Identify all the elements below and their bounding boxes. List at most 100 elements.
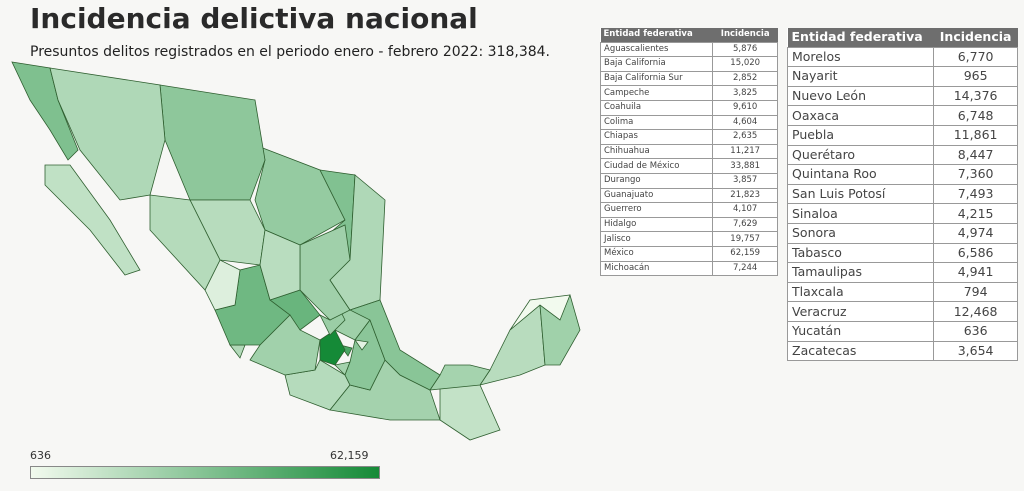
table-row: Tamaulipas 4,941 (786, 262, 1018, 283)
page-title: Incidencia delictiva nacional (30, 2, 478, 35)
legend-max-label: 62,159 (330, 449, 369, 462)
incidence-value: 11,217 (712, 143, 778, 160)
table-row: Hidalgo 7,629 (599, 216, 778, 233)
incidence-value: 7,360 (933, 164, 1018, 185)
incidence-value: 4,941 (933, 262, 1018, 283)
state-name: Yucatán (786, 320, 935, 342)
table-row: Baja California 15,020 (599, 56, 778, 72)
state-name: Sinaloa (786, 203, 935, 224)
table-row: Quintana Roo 7,360 (786, 164, 1018, 185)
table-row: San Luis Potosí 7,493 (786, 183, 1018, 205)
state-region-tlaxcala (354, 339, 369, 351)
table-row: Chihuahua 11,217 (599, 143, 778, 160)
state-name: Tlaxcala (786, 281, 935, 303)
incidence-value: 6,770 (933, 46, 1018, 68)
col-header-state: Entidad federativa (600, 28, 713, 43)
col-header-incidence: Incidencia (933, 28, 1018, 48)
incidence-value: 33,881 (712, 158, 778, 174)
state-region-tabasco (429, 364, 491, 391)
table-row: Jalisco 19,757 (599, 231, 778, 247)
table-row: Baja California Sur 2,852 (599, 70, 778, 87)
state-region-coahuila (253, 144, 346, 246)
state-region-yucatan (509, 294, 571, 331)
state-name: San Luis Potosí (786, 183, 935, 205)
table-row: Oaxaca 6,748 (786, 105, 1018, 126)
incidence-value: 7,493 (933, 183, 1018, 205)
incidence-value: 11,861 (933, 124, 1018, 146)
state-region-zacatecas (259, 229, 301, 301)
state-name: Tabasco (786, 242, 935, 264)
table-row: Tabasco 6,586 (786, 242, 1018, 264)
incidence-value: 12,468 (933, 301, 1018, 322)
incidence-value: 9,610 (712, 99, 778, 116)
legend-min-label: 636 (30, 449, 51, 462)
state-name: Chihuahua (599, 143, 714, 160)
incidence-value: 4,974 (933, 222, 1018, 244)
incidence-value: 794 (933, 281, 1018, 303)
incidence-value: 7,244 (712, 260, 778, 277)
state-name: Jalisco (599, 231, 714, 247)
state-region-baja-california-sur (44, 164, 141, 276)
state-region-sinaloa (149, 194, 221, 291)
table-row: Guerrero 4,107 (599, 202, 778, 218)
table-row: Yucatán 636 (786, 320, 1018, 342)
state-region-mexico (319, 329, 346, 366)
incidence-value: 6,586 (933, 242, 1018, 264)
incidence-value: 7,629 (712, 216, 778, 233)
state-name: Guerrero (599, 202, 714, 218)
incidence-value: 3,857 (712, 172, 778, 189)
state-name: Ciudad de México (599, 158, 714, 174)
state-name: Quintana Roo (786, 164, 935, 185)
state-region-veracruz (348, 299, 441, 391)
state-name: Zacatecas (786, 340, 935, 362)
col-header-incidence: Incidencia (712, 28, 778, 43)
table-row: Coahuila 9,610 (599, 99, 778, 116)
state-name: Nayarit (786, 66, 935, 87)
incidence-value: 21,823 (712, 187, 778, 204)
incidence-value: 15,020 (712, 56, 778, 72)
table-row: Veracruz 12,468 (786, 301, 1018, 322)
table-row: México 62,159 (599, 245, 778, 262)
state-name: Aguascalientes (599, 41, 714, 58)
incidence-value: 6,748 (933, 105, 1018, 126)
state-name: México (599, 245, 714, 262)
incidence-table-1: Entidad federativa Incidencia Aguascalien… (599, 28, 778, 277)
state-region-colima (229, 344, 246, 359)
table-row: Nuevo León 14,376 (786, 85, 1018, 107)
state-name: Veracruz (786, 301, 935, 322)
incidence-value: 14,376 (933, 85, 1018, 107)
table-row: Puebla 11,861 (786, 124, 1018, 146)
state-name: Tamaulipas (786, 262, 935, 283)
col-header-state: Entidad federativa (787, 28, 934, 48)
table-row: Guanajuato 21,823 (599, 187, 778, 204)
table-row: Morelos 6,770 (786, 46, 1018, 68)
state-region-campeche (479, 304, 546, 386)
state-region-chihuahua (159, 84, 266, 201)
incidence-value: 4,215 (933, 203, 1018, 224)
state-name: Durango (599, 172, 714, 189)
state-name: Hidalgo (599, 216, 714, 233)
incidence-value: 62,159 (712, 245, 778, 262)
incidence-value: 4,604 (712, 114, 778, 131)
table-row: Sinaloa 4,215 (786, 203, 1018, 224)
table-row: Michoacán 7,244 (599, 260, 778, 277)
table-row: Campeche 3,825 (599, 85, 778, 101)
state-region-michoacan (249, 314, 321, 376)
state-name: Coahuila (599, 99, 714, 116)
legend-gradient-bar (30, 466, 380, 479)
state-name: Chiapas (599, 129, 714, 145)
incidence-value: 19,757 (712, 231, 778, 247)
incidence-value: 8,447 (933, 144, 1018, 166)
state-name: Sonora (786, 222, 935, 244)
state-name: Puebla (786, 124, 935, 146)
table-row: Durango 3,857 (599, 172, 778, 189)
incidence-value: 3,654 (933, 340, 1018, 362)
incidence-value: 3,825 (712, 85, 778, 101)
incidence-value: 965 (933, 66, 1018, 87)
state-name: Morelos (786, 46, 935, 68)
table-row: Sonora 4,974 (786, 222, 1018, 244)
state-name: Nuevo León (786, 85, 935, 107)
state-region-sonora (49, 67, 166, 201)
incidence-value: 5,876 (712, 41, 778, 58)
incidence-value: 2,635 (712, 129, 778, 145)
